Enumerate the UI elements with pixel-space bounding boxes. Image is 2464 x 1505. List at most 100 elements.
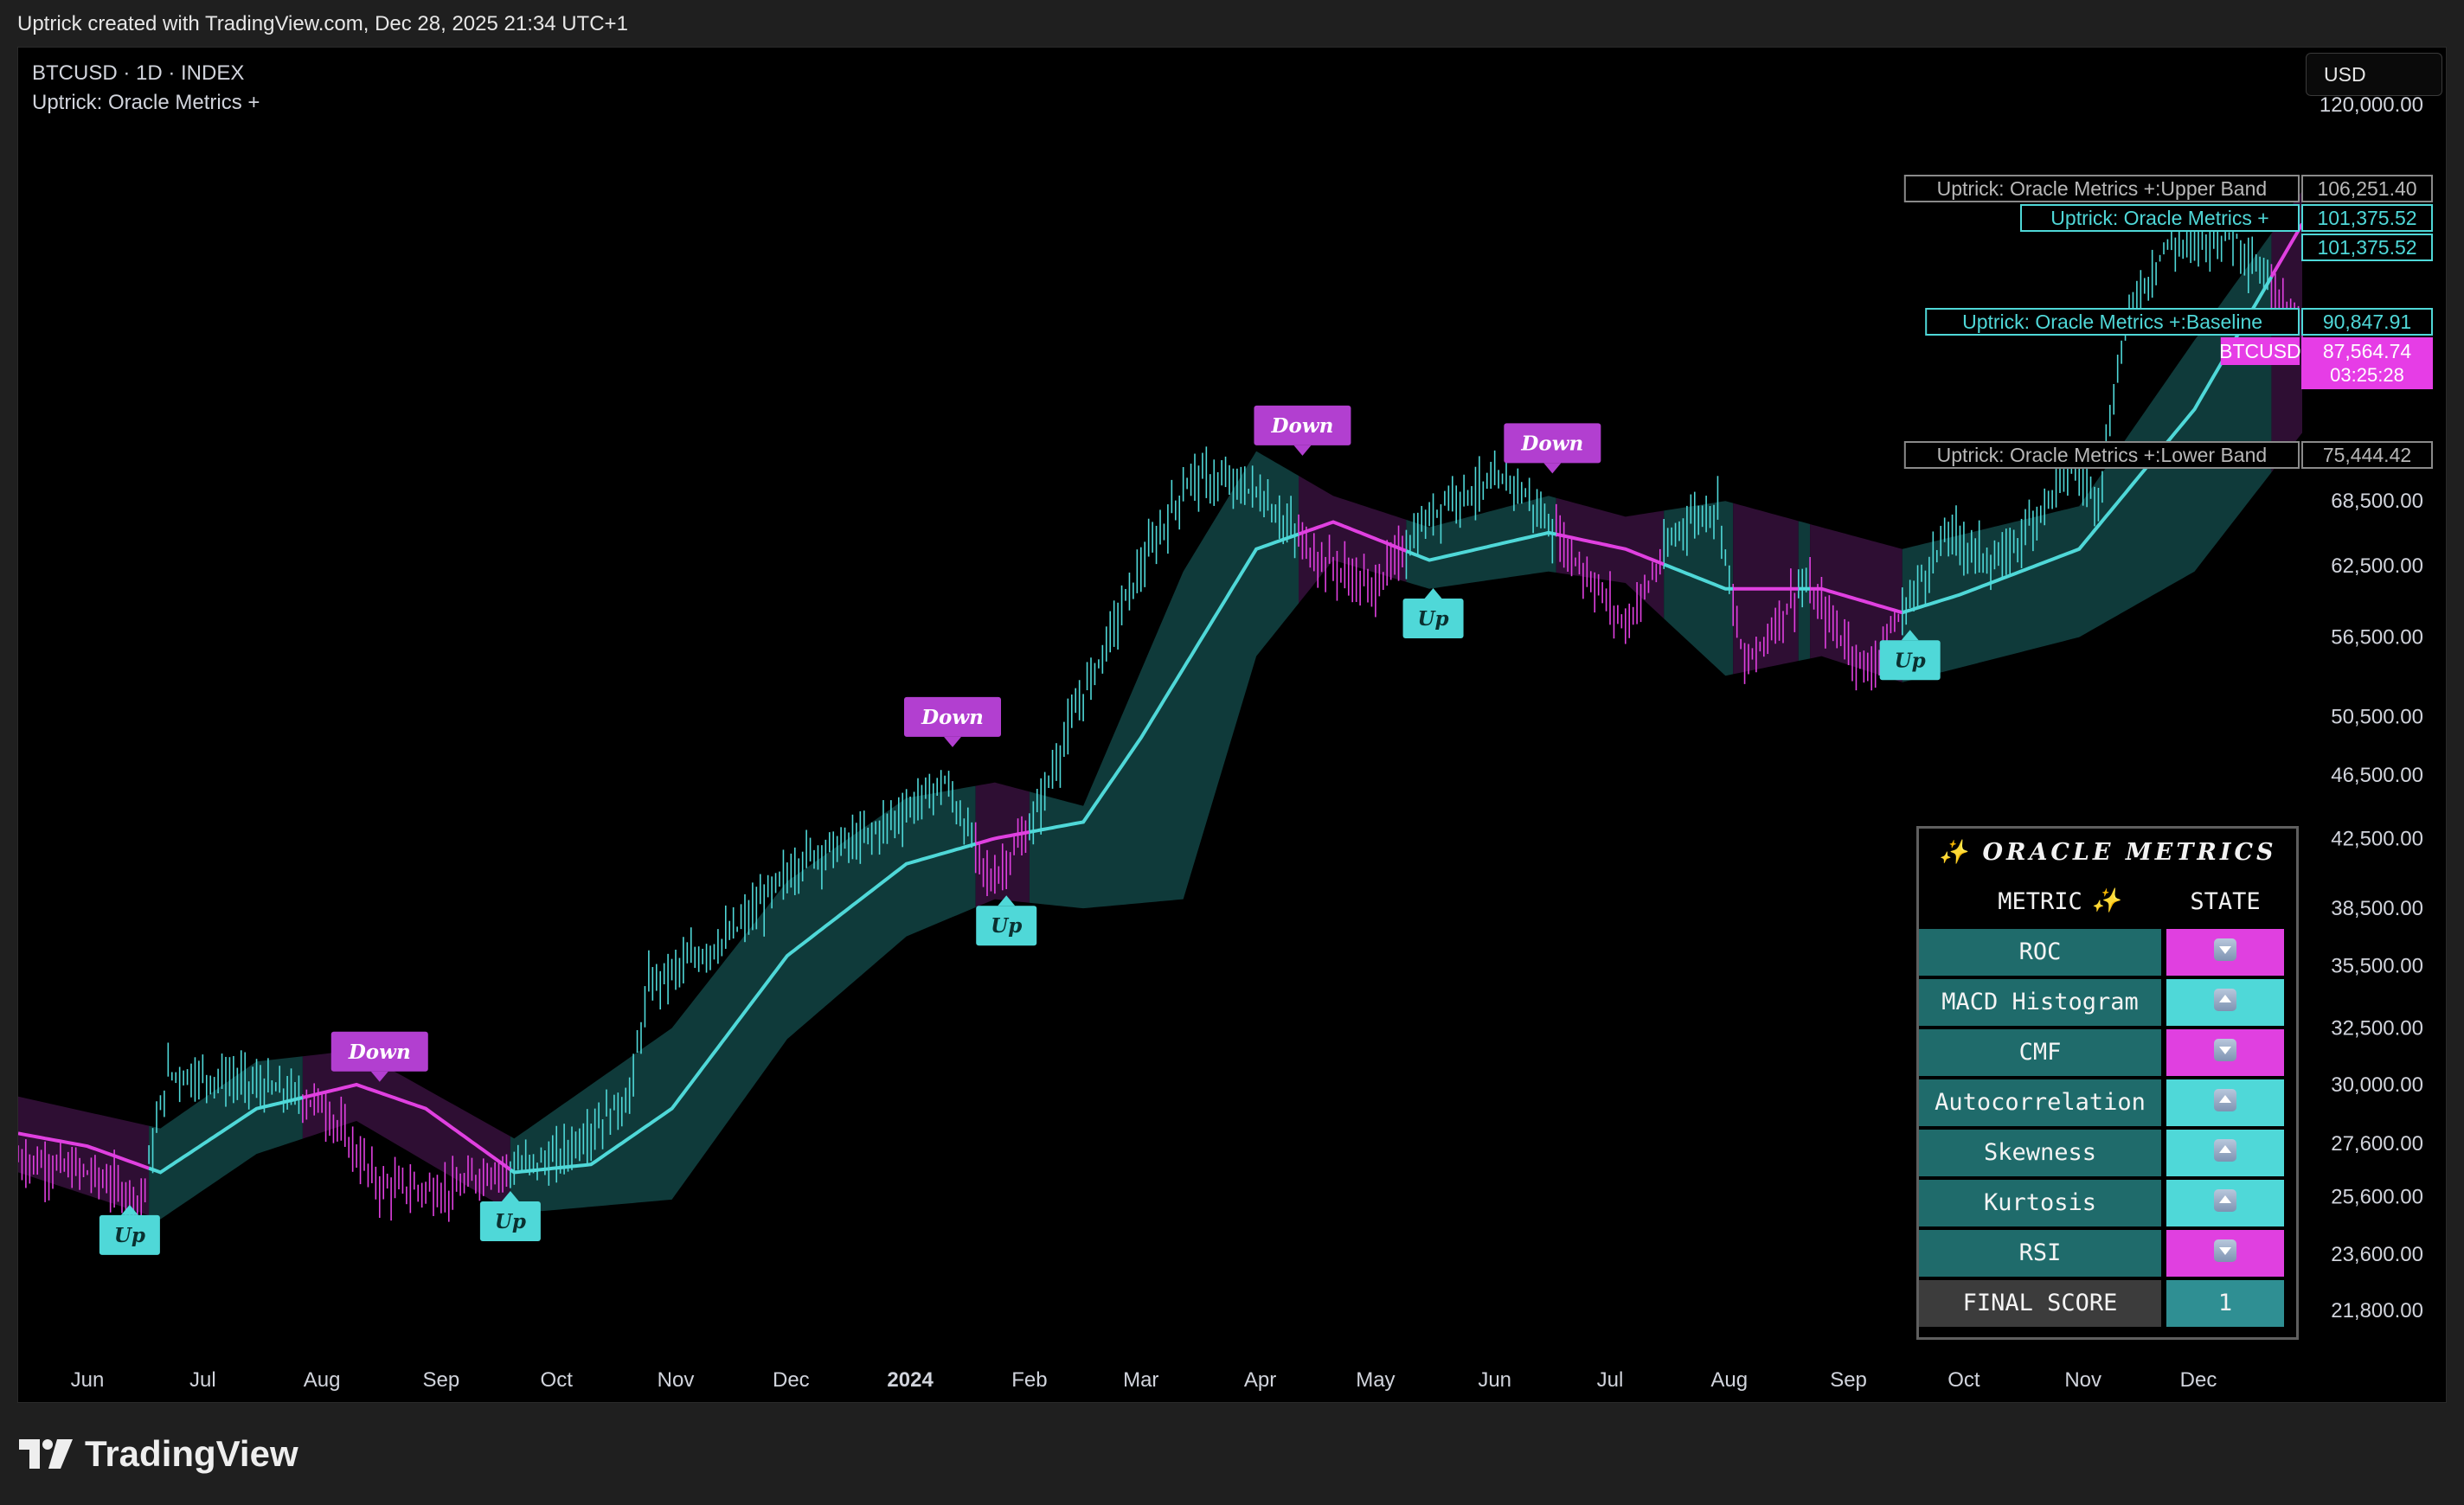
signal-label: Up bbox=[991, 914, 1022, 938]
final-score-label: FINAL SCORE bbox=[1919, 1280, 2161, 1327]
price-label-name-box bbox=[2220, 337, 2300, 365]
signal-box bbox=[1402, 599, 1464, 639]
baseline-line bbox=[2269, 222, 2304, 279]
bottom-bar: TradingView bbox=[0, 1401, 2464, 1505]
x-axis-tick-label: Dec bbox=[773, 1368, 810, 1392]
price-label-value: 106,251.40 bbox=[2317, 177, 2416, 200]
signal-label: Down bbox=[1271, 414, 1334, 438]
signal-pointer bbox=[1543, 463, 1562, 474]
bull-band-fill bbox=[1664, 501, 1734, 676]
metric-row: CMF bbox=[1919, 1028, 2296, 1078]
x-axis-tick-label: Apr bbox=[1244, 1368, 1276, 1392]
signal-up: Up bbox=[976, 895, 1037, 946]
baseline-line bbox=[1029, 532, 1299, 834]
y-axis-tick-label: 25,600.00 bbox=[2331, 1186, 2423, 1209]
baseline-line bbox=[148, 1096, 304, 1175]
metric-name: ROC bbox=[1919, 929, 2161, 976]
state-column-header: STATE bbox=[2190, 888, 2261, 915]
signal-box bbox=[1879, 640, 1941, 681]
down-arrow-icon bbox=[2214, 1239, 2236, 1262]
oracle-metrics-table: ✨ ORACLE METRICS ✨ METRIC STATE ROC MACD … bbox=[1916, 826, 2299, 1340]
price-label: 101,375.52 bbox=[2301, 234, 2433, 261]
x-axis-tick-label: Aug bbox=[1710, 1368, 1748, 1392]
signal-pointer bbox=[1293, 445, 1312, 456]
up-arrow-icon bbox=[2214, 1189, 2236, 1212]
x-axis-tick-label: May bbox=[1356, 1368, 1395, 1392]
y-axis-tick-label: 21,800.00 bbox=[2331, 1299, 2423, 1322]
baseline-line bbox=[1810, 586, 1903, 615]
signal-box bbox=[99, 1214, 160, 1255]
signal-down: Down bbox=[330, 1031, 428, 1082]
signal-down: Down bbox=[904, 696, 1001, 747]
price-label-box bbox=[2301, 441, 2433, 469]
signal-pointer bbox=[1901, 630, 1919, 641]
bear-band-fill bbox=[18, 1096, 150, 1216]
signal-box bbox=[479, 1201, 541, 1241]
metric-state-up bbox=[2166, 979, 2284, 1026]
bull-band-fill bbox=[1029, 451, 1299, 909]
y-axis-tick-label: 30,000.00 bbox=[2331, 1073, 2423, 1097]
baseline-line bbox=[975, 829, 1030, 846]
y-axis-tick-label: 42,500.00 bbox=[2331, 827, 2423, 850]
x-axis-tick-label: Jul bbox=[1597, 1368, 1624, 1392]
metric-state-down bbox=[2166, 929, 2284, 976]
currency-selector[interactable]: USD bbox=[2306, 53, 2442, 96]
price-label-name: Uptrick: Oracle Metrics +:Lower Band bbox=[1937, 444, 2268, 466]
bull-band-fill bbox=[1902, 233, 2272, 682]
price-label-box bbox=[2301, 337, 2433, 389]
signal-pointer bbox=[120, 1204, 138, 1215]
price-label-value: 90,847.91 bbox=[2323, 311, 2411, 333]
down-arrow-icon bbox=[2214, 938, 2236, 961]
indicator-legend[interactable]: Uptrick: Oracle Metrics + bbox=[32, 91, 260, 114]
signal-pointer bbox=[370, 1071, 388, 1082]
x-axis-tick-label: Sep bbox=[1830, 1368, 1867, 1392]
signal-label: Down bbox=[1520, 432, 1583, 455]
price-label-value: 101,375.52 bbox=[2317, 236, 2416, 259]
symbol-legend[interactable]: BTCUSD · 1D · INDEX bbox=[32, 61, 245, 85]
metric-name: Autocorrelation bbox=[1919, 1079, 2161, 1126]
y-axis-tick-label: 27,600.00 bbox=[2331, 1132, 2423, 1156]
chart-area[interactable]: Up Down Up Down Up Down Up Down Up Jun Jul Aug Sep Oc… bbox=[17, 47, 2447, 1403]
metric-state-down bbox=[2166, 1029, 2284, 1076]
signal-label: Up bbox=[1417, 607, 1448, 631]
metric-name: MACD Histogram bbox=[1919, 979, 2161, 1026]
y-axis-tick-label: 56,500.00 bbox=[2331, 626, 2423, 650]
snapshot-caption: Uptrick created with TradingView.com, De… bbox=[17, 12, 628, 35]
up-arrow-icon bbox=[2214, 1089, 2236, 1111]
baseline-line bbox=[1298, 520, 1408, 553]
price-label-name-box bbox=[1903, 175, 2300, 202]
baseline-line bbox=[1405, 530, 1557, 562]
price-label-name: BTCUSD bbox=[2219, 340, 2301, 362]
x-axis-tick-label: Aug bbox=[304, 1368, 341, 1392]
price-label-box bbox=[2301, 308, 2433, 336]
x-axis-tick-label: 2024 bbox=[887, 1368, 934, 1392]
metric-row: Autocorrelation bbox=[1919, 1078, 2296, 1128]
baseline-line bbox=[509, 842, 977, 1175]
signal-label: Down bbox=[348, 1041, 411, 1064]
y-axis-tick-label: 35,500.00 bbox=[2331, 954, 2423, 977]
x-axis-tick-label: Oct bbox=[541, 1368, 574, 1392]
signal-pointer bbox=[998, 895, 1016, 906]
y-axis-tick-label: 23,600.00 bbox=[2331, 1243, 2423, 1266]
price-label-box bbox=[2301, 204, 2433, 232]
tradingview-logo[interactable]: TradingView bbox=[19, 1432, 298, 1476]
metric-state-up bbox=[2166, 1130, 2284, 1176]
metric-row: MACD Histogram bbox=[1919, 977, 2296, 1028]
metric-name: Skewness bbox=[1919, 1130, 2161, 1176]
price-label-name-box bbox=[1903, 441, 2300, 469]
signal-label: Up bbox=[1895, 649, 1926, 672]
metric-state-down bbox=[2166, 1230, 2284, 1277]
signal-up: Up bbox=[479, 1190, 541, 1241]
signal-pointer bbox=[1424, 588, 1442, 599]
price-chart[interactable]: Up Down Up Down Up Down Up Down Up Jun Jul Aug Sep Oc… bbox=[18, 48, 2446, 1402]
metric-state-up bbox=[2166, 1180, 2284, 1226]
top-bar: Uptrick created with TradingView.com, De… bbox=[0, 0, 2464, 47]
metric-state-up bbox=[2166, 1079, 2284, 1126]
tradingview-logo-icon bbox=[19, 1439, 73, 1469]
x-axis-tick-label: Jun bbox=[1478, 1368, 1511, 1392]
signal-box bbox=[904, 696, 1001, 737]
signal-down: Down bbox=[1504, 423, 1601, 474]
bull-band-fill bbox=[1798, 521, 1811, 662]
up-arrow-icon bbox=[2214, 1139, 2236, 1162]
